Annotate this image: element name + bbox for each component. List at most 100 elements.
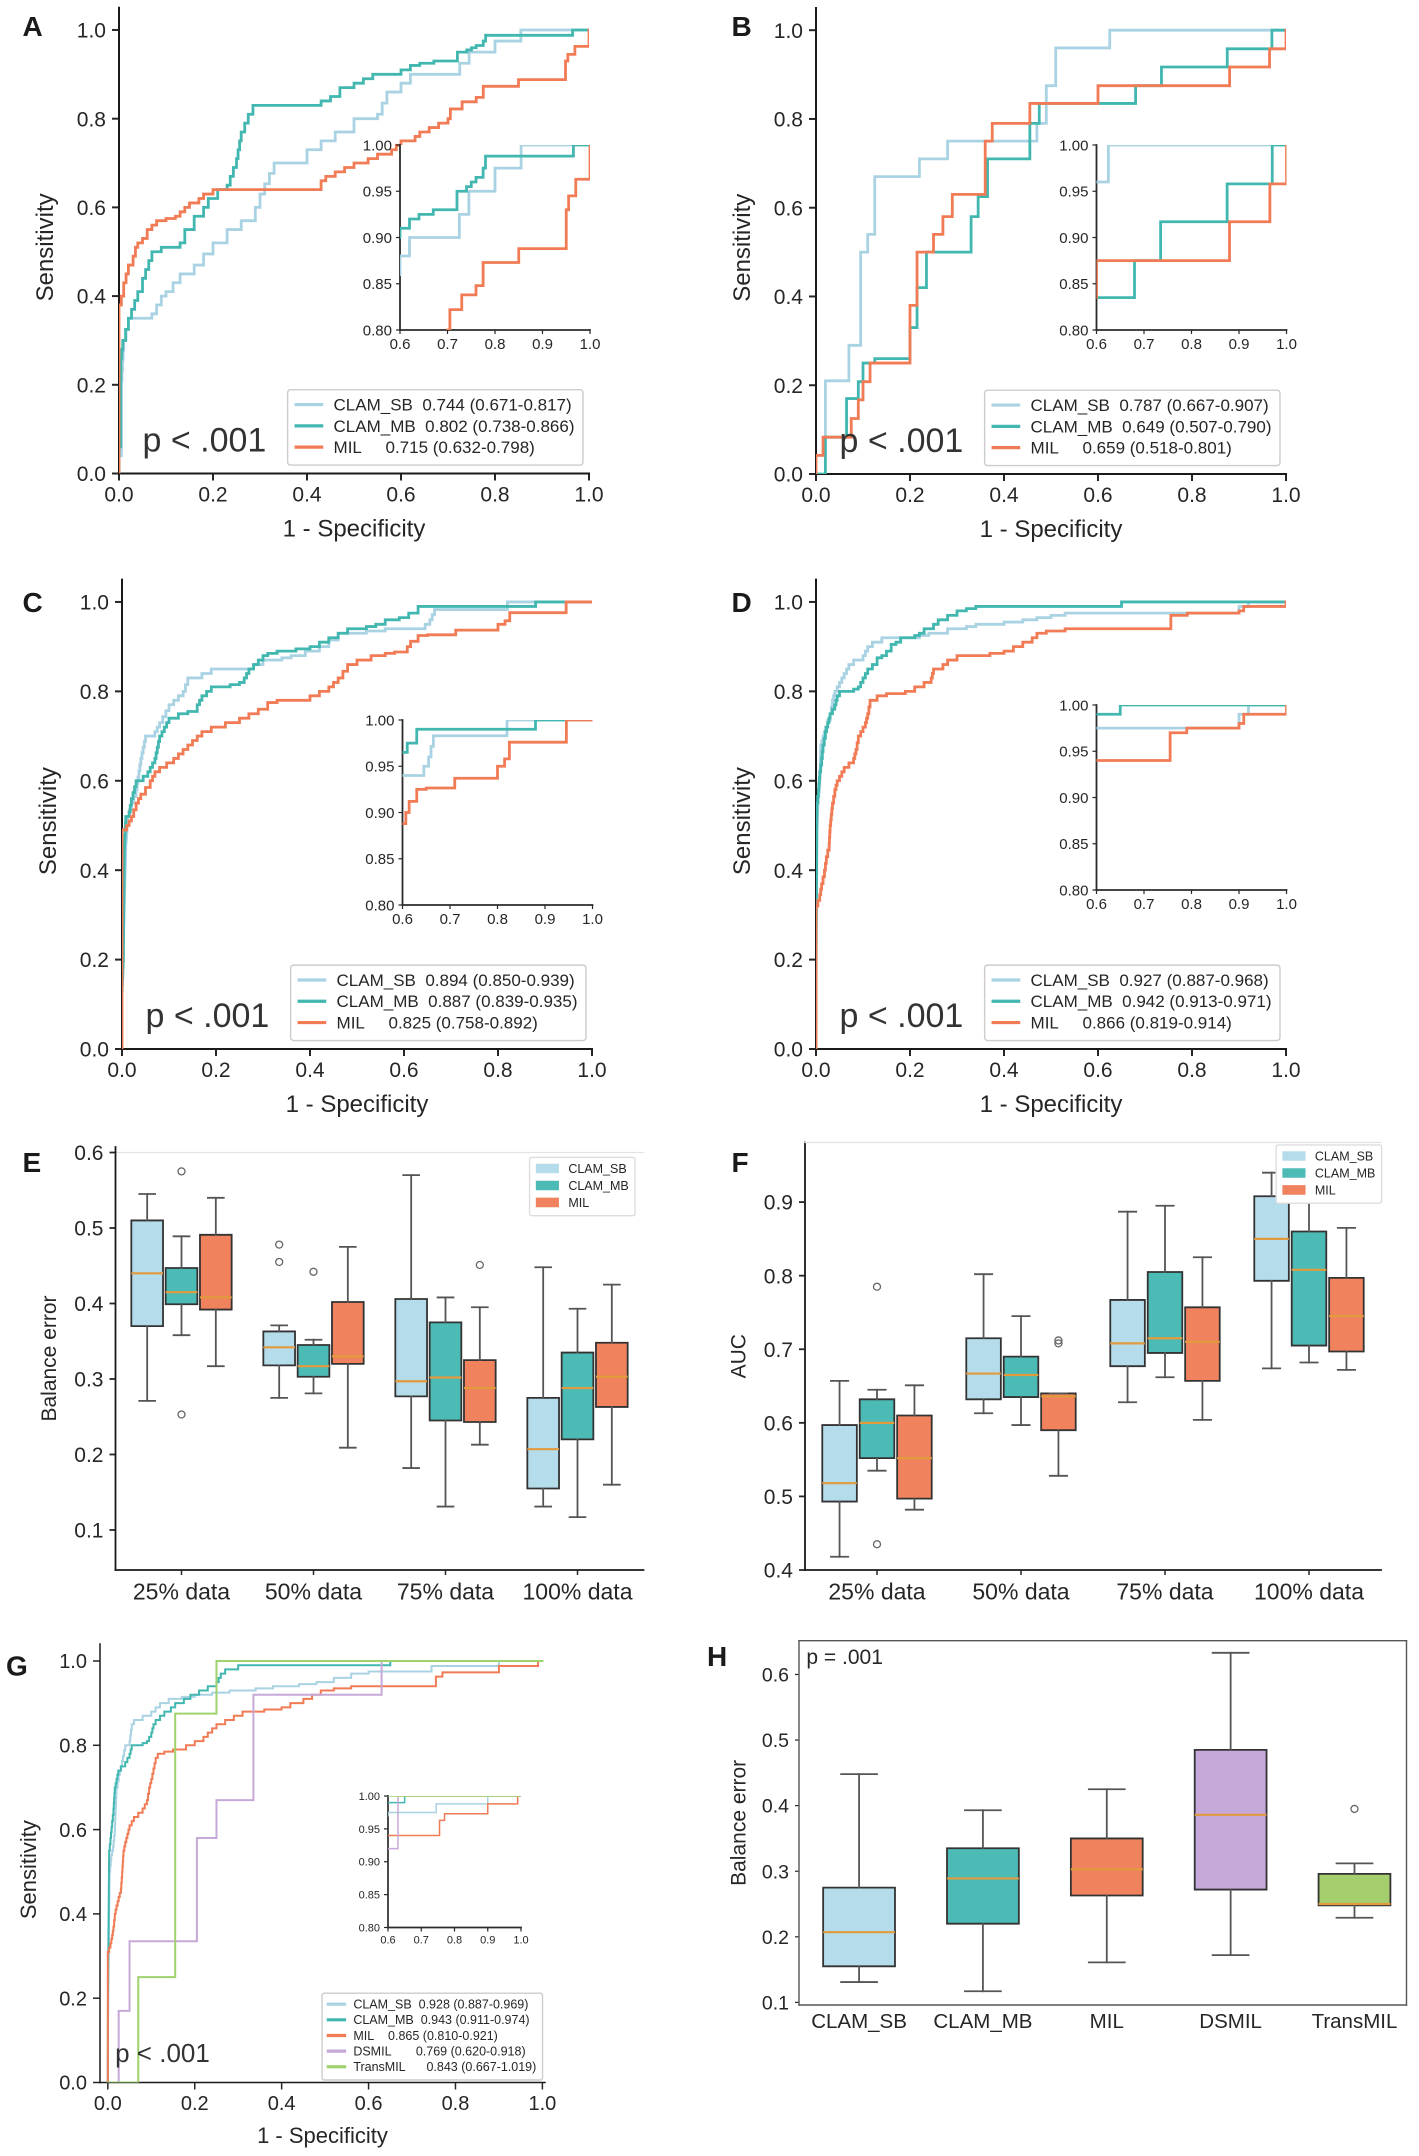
- svg-text:MIL 0.659 (0.518-0.801): MIL 0.659 (0.518-0.801): [1031, 439, 1232, 458]
- svg-text:1.0: 1.0: [774, 20, 803, 43]
- svg-text:0.7: 0.7: [440, 911, 461, 928]
- svg-text:CLAM_MB: CLAM_MB: [1315, 1166, 1375, 1180]
- svg-text:CLAM_MB 0.943 (0.911-0.974): CLAM_MB 0.943 (0.911-0.974): [353, 2013, 529, 2027]
- svg-text:CLAM_SB: CLAM_SB: [568, 1162, 626, 1176]
- svg-text:Sensitivity: Sensitivity: [729, 767, 756, 875]
- svg-text:MIL: MIL: [568, 1196, 589, 1210]
- svg-text:0.8: 0.8: [80, 681, 109, 704]
- svg-text:0.0: 0.0: [104, 484, 133, 507]
- svg-text:0.6: 0.6: [77, 197, 106, 220]
- svg-text:0.6: 0.6: [392, 911, 413, 928]
- svg-text:1 - Specificity: 1 - Specificity: [980, 1091, 1123, 1118]
- svg-text:0.9: 0.9: [535, 911, 556, 928]
- svg-text:0.7: 0.7: [437, 336, 458, 353]
- svg-text:0.6: 0.6: [774, 197, 803, 220]
- svg-text:Sensitivity: Sensitivity: [729, 194, 756, 302]
- svg-text:0.4: 0.4: [774, 860, 804, 883]
- svg-text:0.80: 0.80: [1059, 322, 1088, 339]
- svg-text:0.4: 0.4: [80, 860, 110, 883]
- svg-text:Balance error: Balance error: [38, 1295, 61, 1421]
- svg-text:1.0: 1.0: [1271, 1059, 1300, 1082]
- svg-text:CLAM_MB 0.802 (0.738-0.866): CLAM_MB 0.802 (0.738-0.866): [334, 417, 575, 436]
- svg-text:TransMIL 0.843 (0.667-1.0: TransMIL 0.843 (0.667-1.019): [353, 2060, 536, 2074]
- svg-text:CLAM_SB: CLAM_SB: [811, 2010, 907, 2033]
- svg-text:1.00: 1.00: [1059, 137, 1088, 154]
- svg-text:0.4: 0.4: [292, 484, 322, 507]
- svg-text:0.85: 0.85: [363, 276, 392, 293]
- svg-text:0.90: 0.90: [365, 805, 394, 822]
- svg-text:75% data: 75% data: [397, 1579, 494, 1605]
- svg-text:0.2: 0.2: [80, 949, 109, 972]
- svg-text:0.0: 0.0: [77, 463, 106, 486]
- svg-text:p < .001: p < .001: [115, 2038, 210, 2068]
- svg-text:0.0: 0.0: [774, 1039, 803, 1062]
- svg-text:0.8: 0.8: [1177, 484, 1206, 507]
- svg-text:0.2: 0.2: [762, 1927, 789, 1949]
- svg-text:CLAM_SB 0.927 (0.887-0.968): CLAM_SB 0.927 (0.887-0.968): [1031, 971, 1269, 990]
- svg-text:1.0: 1.0: [1276, 896, 1297, 913]
- svg-text:0.95: 0.95: [365, 759, 394, 776]
- svg-text:1.0: 1.0: [1271, 484, 1300, 507]
- svg-text:CLAM_MB 0.649 (0.507-0.790): CLAM_MB 0.649 (0.507-0.790): [1031, 417, 1272, 436]
- svg-text:0.6: 0.6: [80, 770, 109, 793]
- svg-text:0.6: 0.6: [59, 1820, 87, 1842]
- svg-text:Balance error: Balance error: [728, 1760, 751, 1886]
- svg-text:0.6: 0.6: [1086, 336, 1107, 353]
- svg-text:1 - Specificity: 1 - Specificity: [257, 2123, 388, 2148]
- svg-text:1.0: 1.0: [574, 484, 603, 507]
- svg-text:0.80: 0.80: [365, 897, 394, 914]
- svg-text:0.2: 0.2: [895, 484, 924, 507]
- svg-text:0.8: 0.8: [1177, 1059, 1206, 1082]
- svg-text:Sensitivity: Sensitivity: [32, 193, 59, 301]
- svg-text:p < .001: p < .001: [146, 997, 270, 1035]
- svg-text:0.1: 0.1: [762, 1992, 789, 2014]
- svg-text:0.9: 0.9: [1229, 336, 1250, 353]
- svg-text:0.4: 0.4: [989, 484, 1019, 507]
- svg-text:0.8: 0.8: [447, 1934, 462, 1946]
- svg-text:0.90: 0.90: [1059, 230, 1088, 247]
- svg-text:C: C: [23, 587, 43, 618]
- svg-text:0.85: 0.85: [365, 851, 394, 868]
- svg-text:75% data: 75% data: [1116, 1579, 1213, 1605]
- svg-text:50% data: 50% data: [265, 1579, 362, 1605]
- svg-text:0.80: 0.80: [363, 322, 392, 339]
- svg-text:0.8: 0.8: [485, 336, 506, 353]
- svg-text:0.4: 0.4: [762, 1796, 789, 1818]
- svg-text:0.6: 0.6: [380, 1934, 395, 1946]
- svg-text:0.8: 0.8: [774, 681, 803, 704]
- svg-text:1.0: 1.0: [582, 911, 603, 928]
- svg-text:MIL 0.825 (0.758-0.892): MIL 0.825 (0.758-0.892): [337, 1014, 538, 1033]
- svg-text:0.80: 0.80: [359, 1922, 380, 1934]
- svg-text:0.1: 0.1: [74, 1520, 103, 1543]
- svg-text:0.4: 0.4: [268, 2093, 296, 2115]
- svg-text:0.6: 0.6: [74, 1142, 103, 1165]
- svg-text:0.2: 0.2: [198, 484, 227, 507]
- svg-text:1.0: 1.0: [77, 20, 106, 43]
- svg-text:0.2: 0.2: [774, 375, 803, 398]
- svg-text:CLAM_SB: CLAM_SB: [1315, 1149, 1373, 1163]
- svg-text:p < .001: p < .001: [840, 997, 964, 1035]
- svg-text:DSMIL: DSMIL: [1199, 2010, 1262, 2033]
- svg-text:0.95: 0.95: [1059, 744, 1088, 761]
- svg-text:0.0: 0.0: [59, 2073, 87, 2095]
- svg-text:0.4: 0.4: [989, 1059, 1019, 1082]
- svg-text:1.0: 1.0: [513, 1934, 528, 1946]
- svg-text:100% data: 100% data: [523, 1579, 633, 1605]
- svg-text:CLAM_SB 0.928 (0.887-0.969): CLAM_SB 0.928 (0.887-0.969): [353, 1998, 528, 2012]
- svg-text:25% data: 25% data: [828, 1579, 925, 1605]
- svg-text:0.5: 0.5: [764, 1486, 793, 1509]
- svg-text:Sensitivity: Sensitivity: [35, 767, 62, 875]
- svg-text:0.6: 0.6: [764, 1412, 793, 1435]
- svg-text:25% data: 25% data: [133, 1579, 230, 1605]
- svg-text:1.0: 1.0: [577, 1059, 606, 1082]
- svg-text:CLAM_MB 0.942 (0.913-0.971): CLAM_MB 0.942 (0.913-0.971): [1031, 992, 1272, 1011]
- svg-text:0.4: 0.4: [295, 1059, 325, 1082]
- svg-text:0.8: 0.8: [774, 109, 803, 132]
- svg-text:0.6: 0.6: [1086, 896, 1107, 913]
- svg-text:0.6: 0.6: [762, 1665, 789, 1687]
- svg-text:0.7: 0.7: [764, 1339, 793, 1362]
- svg-text:0.0: 0.0: [107, 1059, 136, 1082]
- svg-text:AUC: AUC: [727, 1334, 750, 1378]
- svg-text:0.2: 0.2: [181, 2093, 209, 2115]
- svg-text:0.0: 0.0: [94, 2093, 122, 2115]
